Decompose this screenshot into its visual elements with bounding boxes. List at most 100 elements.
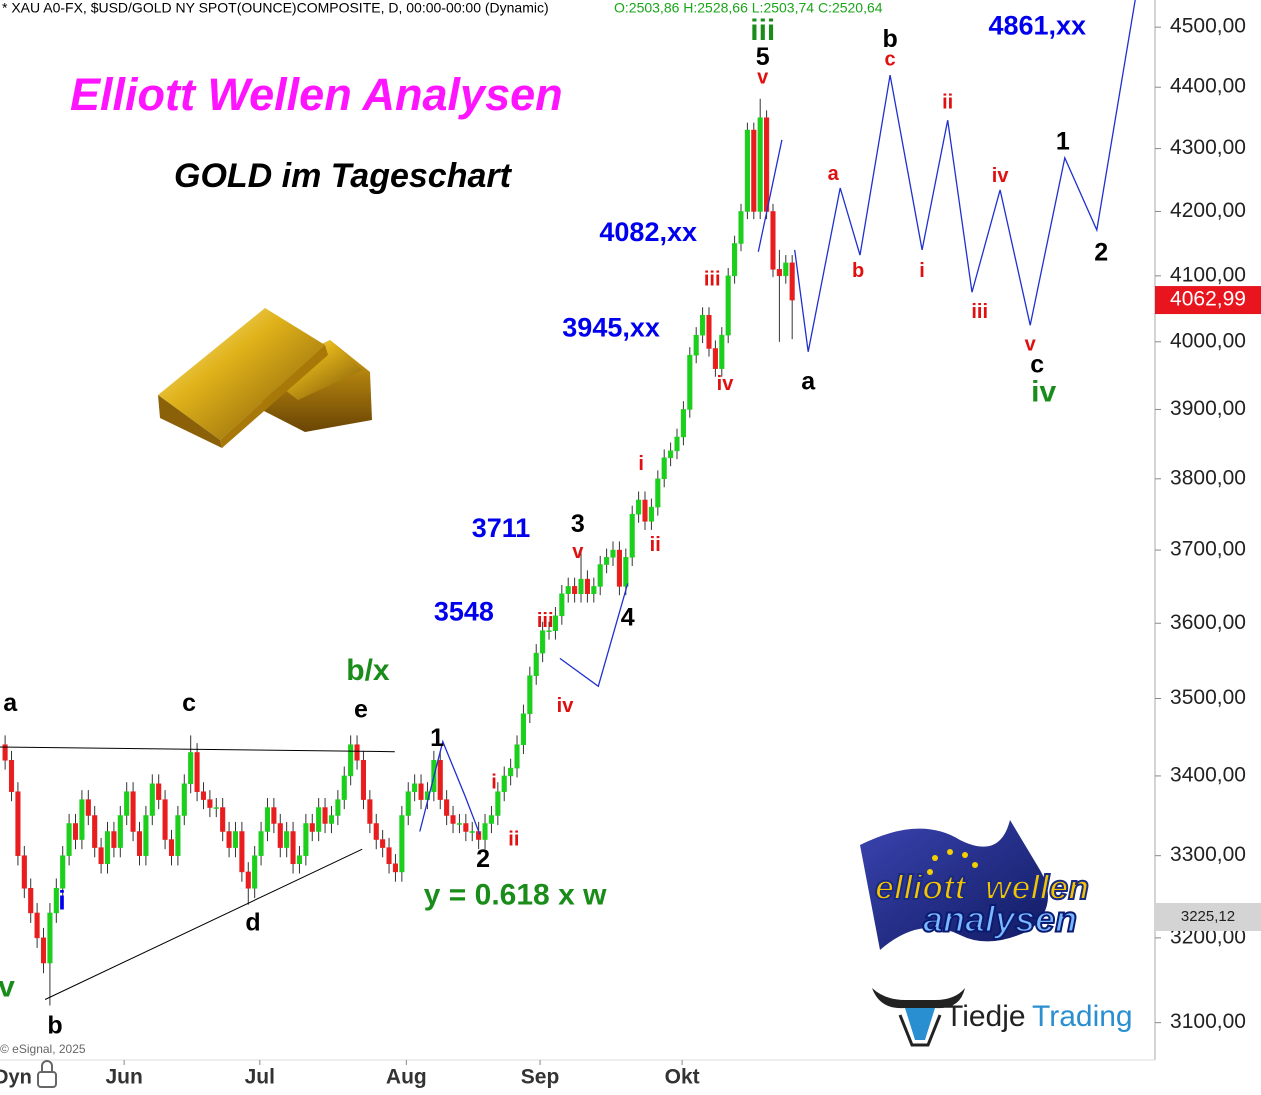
wave-label: d: [245, 908, 260, 936]
wave-label: 1: [1056, 128, 1070, 156]
candle-body: [21, 855, 27, 889]
candle-body: [437, 760, 443, 800]
candle-body: [303, 823, 309, 856]
wave-label: v: [0, 970, 15, 1003]
y-tick-label: 3900,00: [1170, 397, 1246, 420]
candle-body: [252, 855, 258, 889]
candle-body: [53, 888, 59, 914]
candle-body: [348, 744, 354, 777]
y-tick-label: 3100,00: [1170, 1010, 1246, 1033]
candle-body: [719, 334, 725, 369]
y-tick-label: 4300,00: [1170, 136, 1246, 159]
wave-label: ii: [650, 534, 661, 556]
wave-label: v: [572, 541, 584, 563]
wave-label: c: [182, 689, 196, 717]
candle-body: [200, 791, 207, 800]
wave-line: [757, 139, 783, 252]
candle-body: [213, 807, 219, 809]
wave-label: iii: [537, 610, 554, 632]
candle-body: [66, 823, 72, 856]
candle-body: [335, 799, 341, 816]
wave-label: iv: [1031, 376, 1056, 409]
candle-body: [85, 799, 91, 816]
candle-body: [98, 847, 104, 865]
candle-body: [514, 744, 520, 769]
wave-label: v: [757, 66, 769, 88]
candle-body: [744, 129, 750, 212]
wave-line: [44, 848, 363, 1000]
wave-label: 1: [430, 724, 444, 752]
wave-label: e: [354, 695, 368, 723]
price-marker: [1155, 902, 1261, 931]
candle-body: [674, 436, 680, 452]
candle-body: [783, 262, 789, 277]
candle-body: [117, 815, 123, 848]
candle-body: [156, 783, 162, 800]
candle-body: [15, 791, 21, 856]
wave-line: [794, 0, 1136, 352]
candle-body: [226, 831, 232, 848]
candle-body: [181, 783, 187, 816]
candle-body: [239, 831, 245, 873]
candle-body: [284, 831, 290, 848]
wave-label: 4861,xx: [988, 10, 1086, 40]
candle-body: [559, 593, 565, 617]
candle-body: [296, 855, 303, 865]
candle-body: [469, 831, 475, 833]
wave-label: 4: [621, 603, 635, 631]
candle-body: [92, 815, 98, 848]
wave-label: i: [919, 260, 925, 282]
candle-body: [616, 549, 622, 587]
candle-body: [386, 847, 392, 865]
candle-body: [328, 815, 335, 824]
candle-body: [508, 767, 514, 777]
wave-label: 2: [476, 845, 490, 873]
candle-body: [655, 478, 661, 508]
candle-body: [60, 855, 66, 889]
candle-body: [322, 807, 328, 824]
y-tick-label: 3800,00: [1170, 466, 1246, 489]
candle-body: [28, 888, 34, 914]
candle-body: [648, 506, 654, 522]
candle-body: [546, 630, 552, 632]
tiedje-logo: [872, 988, 965, 1047]
candle-body: [399, 815, 405, 873]
candle-body: [629, 513, 635, 558]
wave-line: [419, 739, 481, 835]
candle-body: [565, 586, 571, 594]
candle-body: [482, 823, 488, 840]
candle-body: [47, 912, 53, 964]
candle-body: [380, 839, 386, 848]
candle-body: [367, 799, 373, 824]
x-tick-label: Jun: [105, 1066, 142, 1089]
gold-bars-image: [158, 308, 372, 448]
candle-body: [8, 760, 15, 792]
candle-body: [162, 799, 168, 840]
price-marker: [1155, 286, 1261, 315]
wave-label: iv: [717, 373, 735, 395]
logo-text: analysen: [923, 899, 1077, 940]
y-tick-label: 3200,00: [1170, 925, 1246, 948]
logo-text: wellen: [985, 869, 1089, 907]
candle-body: [245, 871, 251, 889]
logo-text: elliott: [875, 869, 967, 907]
candle-body: [194, 752, 200, 792]
price-marker-label: 3225,12: [1181, 908, 1235, 925]
candle-body: [751, 129, 757, 212]
y-tick-label: 3700,00: [1170, 538, 1246, 561]
candle-body: [578, 578, 584, 594]
wave-label: i: [638, 453, 644, 475]
chart-title: Elliott Wellen Analysen: [70, 69, 563, 120]
candle-body: [405, 791, 411, 816]
candle-body: [290, 831, 296, 865]
corner-label: Dyn: [0, 1066, 32, 1088]
y-tick-label: 4200,00: [1170, 199, 1246, 222]
candle-body: [540, 630, 546, 654]
candle-body: [597, 564, 603, 587]
candle-body: [341, 775, 347, 800]
candle-body: [309, 823, 315, 832]
wave-label: iii: [750, 14, 775, 47]
x-axis-panel: [0, 1060, 1155, 1090]
candle-body: [725, 275, 731, 336]
candle-body: [360, 760, 367, 800]
